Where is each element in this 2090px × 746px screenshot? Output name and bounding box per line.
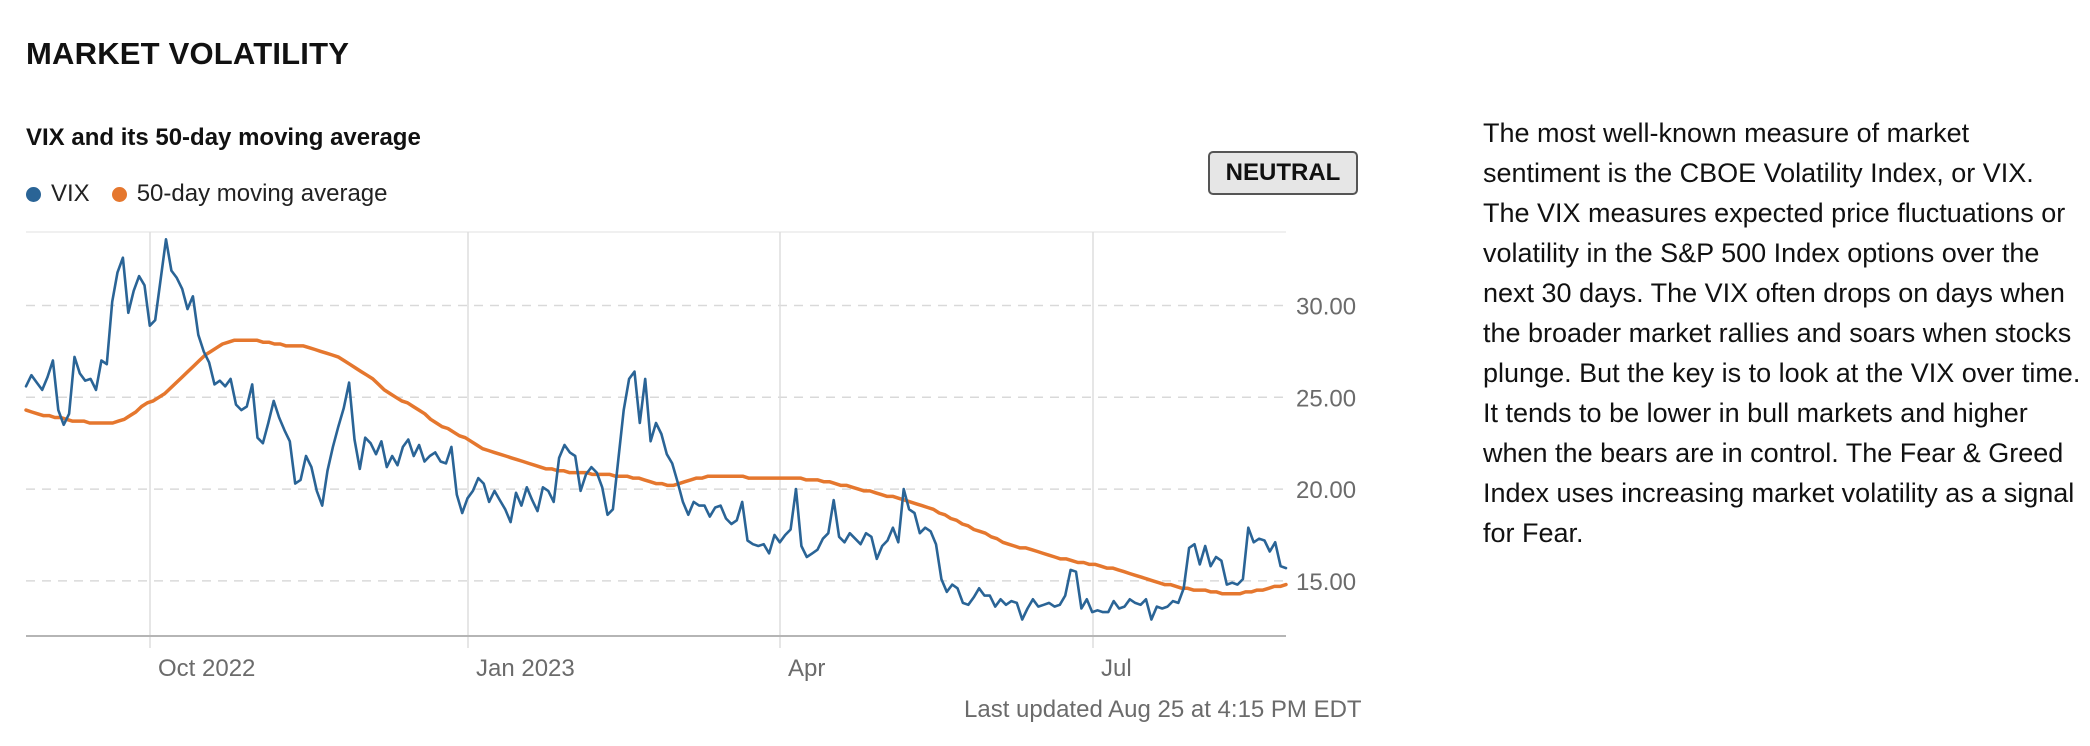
last-updated-text: Last updated Aug 25 at 4:15 PM EDT — [964, 696, 1362, 723]
chart-legend: VIX 50-day moving average — [26, 180, 388, 208]
legend-dot-icon — [26, 186, 41, 202]
x-tick-label: Jan 2023 — [476, 655, 575, 682]
legend-item-vix[interactable]: VIX — [26, 180, 90, 208]
grid-lines — [26, 231, 1286, 648]
x-tick-label: Oct 2022 — [158, 655, 255, 682]
axes: 15.00 20.00 25.00 30.00 Oct 2022 Jan 2023 Apr J… — [26, 293, 1356, 682]
legend-item-moving-average[interactable]: 50-day moving average — [111, 180, 388, 208]
y-tick-label: 30.00 — [1296, 293, 1356, 320]
section-title: MARKET VOLATILITY — [26, 36, 350, 71]
x-tick-label: Jul — [1101, 655, 1132, 682]
legend-dot-icon — [111, 186, 127, 202]
x-tick-label: Apr — [788, 655, 825, 682]
series-line-vix — [24, 238, 1288, 621]
legend-label: 50-day moving average — [136, 180, 388, 207]
series-line-moving-average — [24, 338, 1288, 596]
y-tick-label: 20.00 — [1296, 477, 1356, 504]
series-lines — [24, 238, 1288, 621]
y-tick-label: 15.00 — [1296, 569, 1356, 596]
chart-title: VIX and its 50-day moving average — [26, 124, 421, 151]
y-tick-label: 25.00 — [1296, 385, 1356, 412]
rating-badge: NEUTRAL — [1208, 151, 1358, 195]
vix-chart: 15.00 20.00 25.00 30.00 Oct 2022 Jan 2023 Apr J… — [24, 231, 1356, 682]
legend-label: VIX — [51, 180, 90, 207]
description-text: The most well-known measure of market se… — [1483, 118, 2081, 548]
